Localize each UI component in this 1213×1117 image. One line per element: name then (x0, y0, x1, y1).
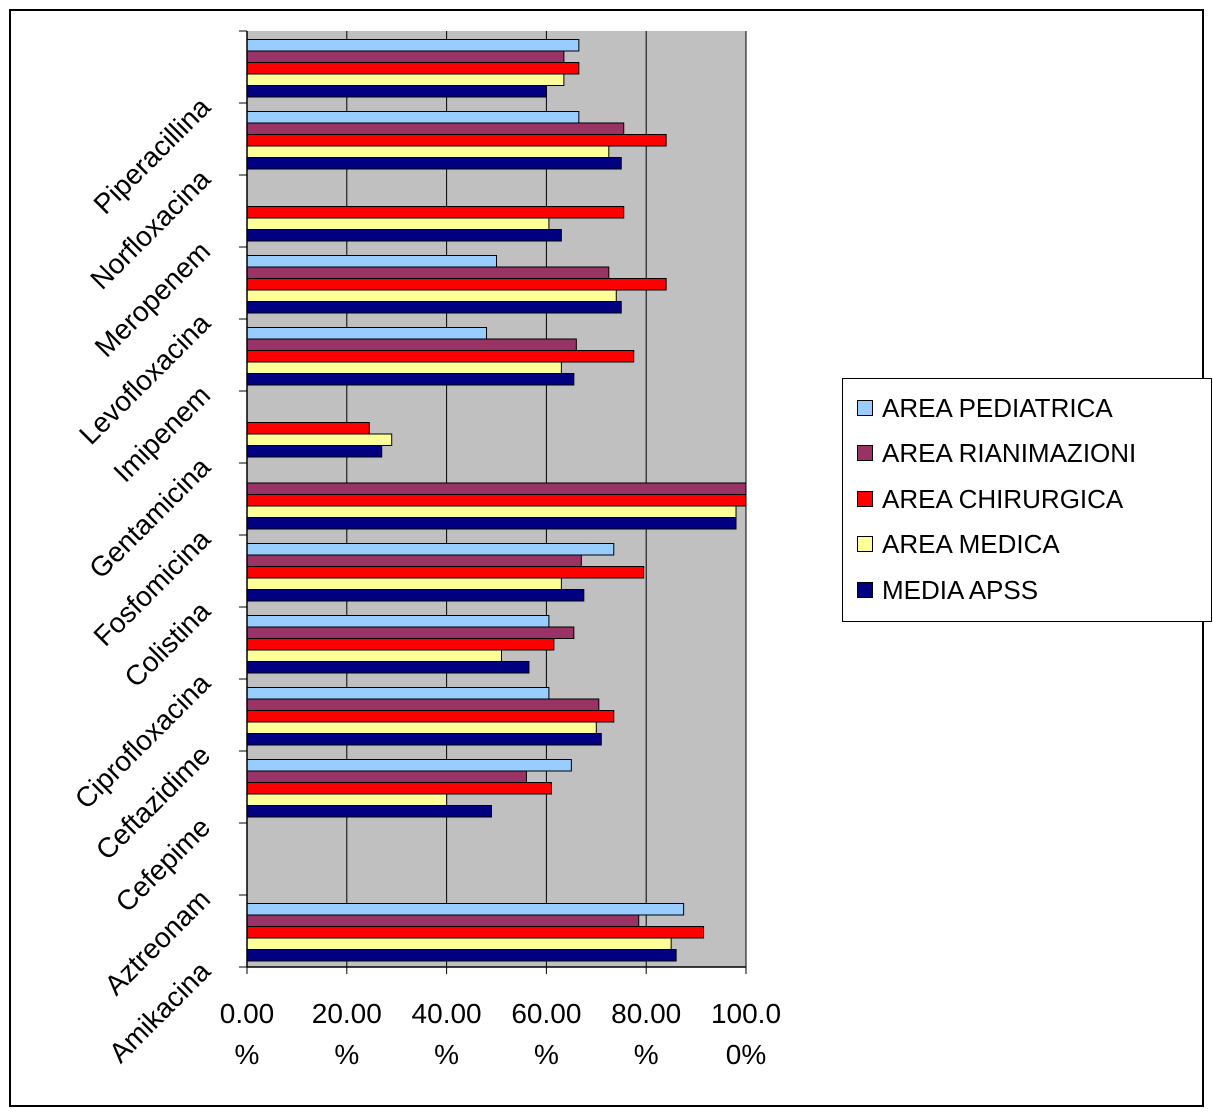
bar-area-chirurgica-ciprofloxacina (246, 638, 555, 651)
bar-area-medica-amikacina (246, 937, 672, 950)
bar-media-apss-piperacillina (246, 85, 547, 98)
bar-area-medica-fosfomicina (246, 505, 737, 518)
legend-label-area-chirurgica: AREA CHIRURGICA (882, 483, 1124, 514)
bar-area-chirurgica-imipenem (246, 350, 635, 363)
x-tick-label: % (235, 1039, 260, 1070)
legend-swatch-media-apss (857, 582, 873, 598)
bar-area-chirurgica-norfloxacina (246, 134, 667, 147)
bar-area-medica-ciprofloxacina (246, 649, 502, 662)
bar-area-medica-levofloxacina (246, 289, 617, 302)
legend-label-area-pediatrica: AREA PEDIATRICA (882, 392, 1113, 423)
bar-media-apss-norfloxacina (246, 157, 622, 170)
legend-swatch-area-medica (857, 536, 873, 552)
bar-area-pediatrica-ceftazidime (246, 687, 550, 700)
bar-area-chirurgica-fosfomicina (246, 494, 747, 507)
bar-media-apss-amikacina (246, 949, 677, 962)
bar-area-chirurgica-levofloxacina (246, 278, 667, 291)
legend-label-media-apss: MEDIA APSS (882, 574, 1039, 605)
bar-area-medica-colistina (246, 577, 562, 590)
bar-area-rianimazioni-colistina (246, 554, 582, 567)
bar-media-apss-levofloxacina (246, 301, 622, 314)
x-tick-label: 20.00 (312, 998, 382, 1029)
bar-area-rianimazioni-amikacina (246, 914, 640, 927)
bar-area-rianimazioni-ceftazidime (246, 698, 600, 711)
bar-area-medica-piperacillina (246, 73, 565, 86)
legend-item-media-apss: MEDIA APSS (857, 575, 1038, 605)
legend-item-area-medica: AREA MEDICA (857, 529, 1060, 559)
legend-label-area-medica: AREA MEDICA (882, 528, 1060, 559)
bar-area-rianimazioni-piperacillina (246, 50, 565, 63)
bar-area-pediatrica-levofloxacina (246, 255, 497, 268)
legend-item-area-rianimazioni: AREA RIANIMAZIONI (857, 438, 1136, 468)
legend-label-area-rianimazioni: AREA RIANIMAZIONI (882, 437, 1137, 468)
bar-media-apss-ciprofloxacina (246, 661, 530, 674)
bar-area-rianimazioni-norfloxacina (246, 122, 625, 135)
legend-item-area-chirurgica: AREA CHIRURGICA (857, 484, 1123, 514)
bar-area-chirurgica-colistina (246, 566, 645, 579)
legend-swatch-area-chirurgica (857, 491, 873, 507)
bar-media-apss-cefepime (246, 805, 493, 818)
bar-area-medica-cefepime (246, 793, 448, 806)
bar-area-chirurgica-piperacillina (246, 62, 580, 75)
bar-area-medica-gentamicina (246, 433, 393, 446)
bar-area-pediatrica-norfloxacina (246, 111, 580, 124)
bar-media-apss-ceftazidime (246, 733, 602, 746)
bar-area-chirurgica-gentamicina (246, 422, 370, 435)
bar-area-pediatrica-imipenem (246, 327, 488, 340)
bar-area-chirurgica-ceftazidime (246, 710, 615, 723)
bar-area-chirurgica-amikacina (246, 926, 705, 939)
bar-area-pediatrica-cefepime (246, 759, 572, 772)
bar-area-rianimazioni-fosfomicina (246, 482, 747, 495)
bar-area-medica-ceftazidime (246, 721, 597, 734)
bar-area-rianimazioni-levofloxacina (246, 266, 610, 279)
x-tick-label: % (534, 1039, 559, 1070)
bar-media-apss-fosfomicina (246, 517, 737, 530)
x-tick-label: 0% (726, 1039, 766, 1070)
bar-area-medica-meropenem (246, 217, 550, 230)
bar-area-pediatrica-amikacina (246, 903, 685, 916)
bar-area-rianimazioni-cefepime (246, 770, 527, 783)
legend: AREA PEDIATRICA AREA RIANIMAZIONI AREA C… (842, 378, 1212, 622)
x-tick-label: 0.00 (220, 998, 275, 1029)
x-tick-label: % (634, 1039, 659, 1070)
x-tick-label: % (434, 1039, 459, 1070)
bar-media-apss-imipenem (246, 373, 575, 386)
legend-swatch-area-rianimazioni (857, 445, 873, 461)
bar-area-pediatrica-piperacillina (246, 39, 580, 52)
legend-item-area-pediatrica: AREA PEDIATRICA (857, 393, 1113, 423)
bar-area-chirurgica-cefepime (246, 782, 552, 795)
bar-media-apss-meropenem (246, 229, 562, 242)
bar-area-chirurgica-meropenem (246, 206, 625, 219)
bar-area-rianimazioni-ciprofloxacina (246, 626, 575, 639)
legend-swatch-area-pediatrica (857, 400, 873, 416)
bar-area-rianimazioni-imipenem (246, 338, 577, 351)
x-tick-label: 80.00 (611, 998, 681, 1029)
bar-area-medica-norfloxacina (246, 145, 610, 158)
x-tick-label: 40.00 (412, 998, 482, 1029)
axes (246, 31, 746, 968)
bar-area-medica-imipenem (246, 361, 562, 374)
x-tick-label: 60.00 (511, 998, 581, 1029)
bar-media-apss-colistina (246, 589, 585, 602)
x-tick-label: % (334, 1039, 359, 1070)
bar-area-pediatrica-ciprofloxacina (246, 615, 550, 628)
bar-media-apss-gentamicina (246, 445, 383, 458)
x-tick-label: 100.0 (711, 998, 781, 1029)
bar-area-pediatrica-colistina (246, 543, 615, 556)
